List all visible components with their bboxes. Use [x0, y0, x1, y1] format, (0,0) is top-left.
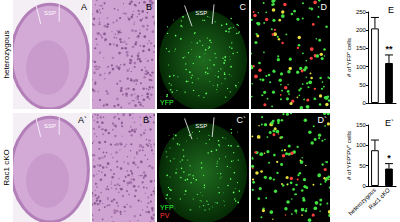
svg-text:Rac1 cKO: Rac1 cKO	[368, 187, 392, 211]
html-text:heterozygous: heterozygous	[1, 30, 11, 79]
svg-text:D: D	[321, 2, 328, 12]
svg-text:B: B	[146, 2, 152, 12]
svg-text:100: 100	[356, 142, 367, 148]
svg-text:SSP: SSP	[44, 10, 56, 16]
svg-text:# of YFP⁺ cells: # of YFP⁺ cells	[346, 38, 352, 77]
svg-text:# of YFP⁺PV⁺ cells: # of YFP⁺PV⁺ cells	[346, 131, 352, 180]
svg-text:A`: A`	[78, 115, 87, 125]
svg-text:150: 150	[356, 122, 367, 128]
svg-text:D`: D`	[318, 115, 328, 125]
svg-text:E`: E`	[385, 118, 394, 128]
html-text:Rac1 cKO: Rac1 cKO	[1, 149, 11, 186]
svg-text:YFP: YFP	[160, 204, 174, 211]
svg-text:50: 50	[359, 82, 366, 88]
svg-text:A: A	[81, 2, 87, 12]
svg-text:E: E	[388, 5, 394, 15]
svg-text:0: 0	[363, 183, 367, 189]
svg-text:C: C	[240, 2, 247, 12]
svg-text:PV: PV	[160, 212, 170, 219]
svg-text:heterozygous: heterozygous	[347, 186, 378, 217]
svg-text:200: 200	[356, 27, 367, 33]
svg-text:*: *	[387, 153, 391, 163]
svg-text:SSP: SSP	[195, 123, 207, 129]
svg-text:YFP: YFP	[160, 99, 174, 106]
svg-text:250: 250	[356, 9, 367, 15]
svg-text:50: 50	[359, 163, 366, 169]
svg-text:B`: B`	[143, 115, 152, 125]
svg-text:**: **	[385, 44, 393, 54]
svg-text:150: 150	[356, 45, 367, 51]
svg-text:100: 100	[356, 64, 367, 70]
svg-text:SSP: SSP	[195, 10, 207, 16]
svg-text:C`: C`	[237, 115, 247, 125]
svg-text:0: 0	[363, 100, 367, 106]
svg-text:SSP: SSP	[44, 123, 56, 129]
